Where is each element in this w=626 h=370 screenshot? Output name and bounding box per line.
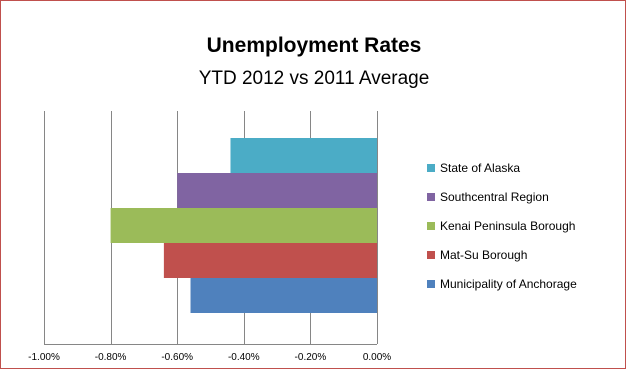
legend-item: Mat-Su Borough bbox=[427, 240, 577, 269]
bars bbox=[110, 138, 377, 313]
legend-swatch bbox=[427, 250, 435, 259]
legend-item: State of Alaska bbox=[427, 153, 577, 182]
x-axis: -1.00% -0.80% -0.60% -0.40% -0.20% 0.00% bbox=[28, 344, 391, 363]
bar-southcentral-region bbox=[177, 173, 377, 208]
x-tick-label: -1.00% bbox=[28, 352, 60, 363]
legend-swatch bbox=[427, 163, 435, 172]
legend-label: Mat-Su Borough bbox=[440, 247, 528, 262]
legend: State of Alaska Southcentral Region Kenai … bbox=[427, 153, 577, 298]
legend-label: Kenai Peninsula Borough bbox=[440, 218, 576, 233]
bar-municipality-of-anchorage bbox=[190, 278, 377, 313]
legend-label: State of Alaska bbox=[440, 160, 521, 175]
x-tick-label: -0.80% bbox=[95, 352, 127, 363]
legend-label: Southcentral Region bbox=[440, 189, 549, 204]
bar-state-of-alaska bbox=[230, 138, 377, 173]
chart-title: Unemployment Rates bbox=[206, 34, 422, 57]
legend-swatch bbox=[427, 192, 435, 201]
chart-subtitle: YTD 2012 vs 2011 Average bbox=[198, 68, 430, 89]
bar-kenai-peninsula-borough bbox=[110, 208, 377, 243]
legend-item: Southcentral Region bbox=[427, 182, 577, 211]
x-tick-label: -0.60% bbox=[161, 352, 193, 363]
legend-label: Municipality of Anchorage bbox=[440, 276, 577, 291]
legend-swatch bbox=[427, 279, 435, 288]
x-tick-label: -0.40% bbox=[228, 352, 260, 363]
legend-item: Kenai Peninsula Borough bbox=[427, 211, 577, 240]
x-tick-label: 0.00% bbox=[363, 352, 391, 363]
x-tick-label: -0.20% bbox=[295, 352, 327, 363]
legend-item: Municipality of Anchorage bbox=[427, 269, 577, 298]
legend-swatch bbox=[427, 221, 435, 230]
bar-mat-su-borough bbox=[163, 243, 377, 278]
